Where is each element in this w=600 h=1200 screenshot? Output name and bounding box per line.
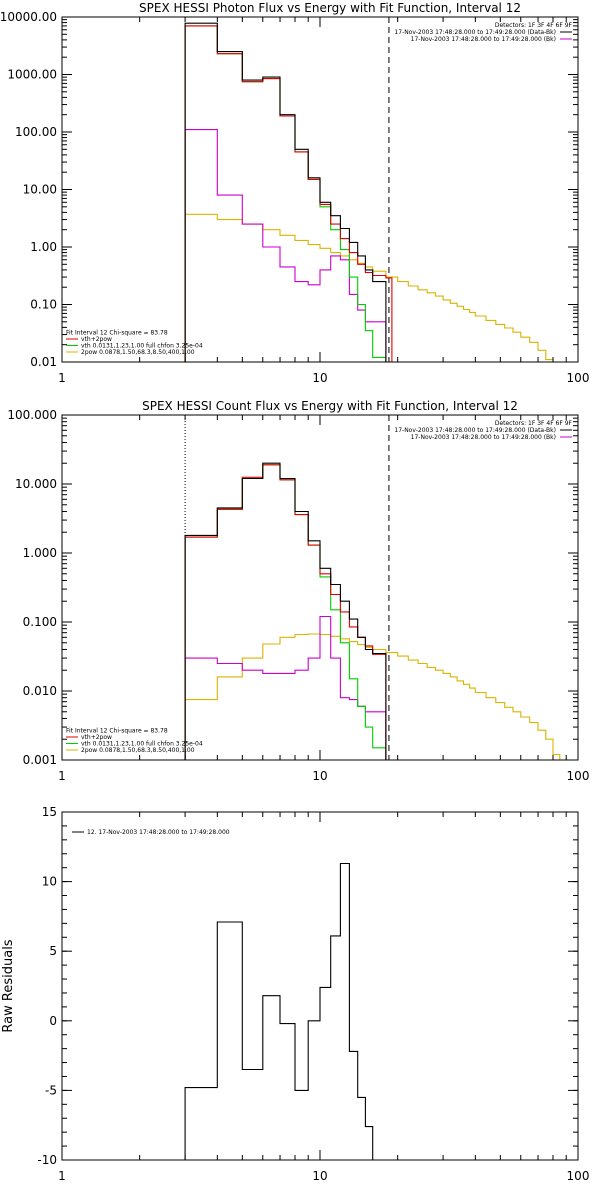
- photon-series-vth: [184, 25, 387, 362]
- residual-plot-area: [184, 862, 387, 1160]
- residual-y-tick-label: -10: [37, 1153, 57, 1167]
- residual-legend-entry: 12. 17-Nov-2003 17:48:28.000 to 17:49:28…: [87, 829, 230, 836]
- residual-x-tick-label: 1: [58, 1169, 66, 1183]
- count-fit-header: Fit Interval 12 Chi-square = 83.78: [66, 728, 168, 735]
- count-x-tick-label: 10: [312, 769, 327, 783]
- photon-series-2pow: [184, 213, 554, 362]
- count-y-tick-label: 0.010: [23, 684, 57, 698]
- photon-y-tick-label: 0.01: [30, 355, 57, 369]
- count-y-tick-label: 1.000: [23, 546, 57, 560]
- photon-interval-label: 17-Nov-2003 17:48:28.000 to 17:49:28.000…: [411, 36, 556, 43]
- count-series-vth_2pow: [184, 464, 387, 760]
- count-y-tick-label: 0.100: [23, 615, 57, 629]
- photon-x-tick-label: 100: [567, 371, 590, 385]
- photon-series-data: [184, 22, 387, 362]
- photon-series-vth_2pow: [184, 25, 393, 362]
- count-legend-entry: 2pow 0.0878,1.50,68.3,8.50,400,1.00: [81, 747, 195, 754]
- residual-x-tick-label: 100: [567, 1169, 590, 1183]
- photon-y-tick-label: 1000.00: [7, 68, 57, 82]
- photon-x-tick-label: 1: [58, 371, 66, 385]
- photon-y-tick-label: 10.00: [23, 183, 57, 197]
- count-plot-area: [184, 462, 567, 760]
- count-legend-entry: vth 0.0131,1.23,1.00 full chfon 3.25e-04: [81, 741, 203, 748]
- count-legend-entry: vth+2pow: [81, 734, 112, 741]
- residual-axes-frame: [61, 811, 579, 1161]
- photon-x-tick-label: 10: [312, 371, 327, 385]
- residual-y-axis-label: Raw Residuals: [1, 939, 16, 1032]
- photon-plot-area: [184, 22, 554, 362]
- count-chart: SPEX HESSI Count Flux vs Energy with Fit…: [7, 399, 589, 783]
- count-y-tick-label: 0.001: [23, 753, 57, 767]
- photon-chart: SPEX HESSI Photon Flux vs Energy with Fi…: [0, 1, 589, 385]
- residual-series-residual: [184, 862, 387, 1160]
- photon-y-tick-label: 10000.00: [0, 10, 57, 24]
- count-x-tick-label: 100: [567, 769, 590, 783]
- photon-y-tick-label: 100.00: [15, 125, 57, 139]
- count-chart-title: SPEX HESSI Count Flux vs Energy with Fit…: [142, 399, 518, 413]
- count-y-tick-label: 100.000: [7, 408, 57, 422]
- photon-series-background: [184, 129, 387, 362]
- photon-interval-label: 17-Nov-2003 17:48:28.000 to 17:49:28.000…: [394, 29, 556, 36]
- residual-y-tick-label: 10: [42, 875, 57, 889]
- photon-y-tick-label: 1.00: [30, 240, 57, 254]
- photon-detectors-label: Detectors: 1F 3F 4F 6F 9F: [495, 22, 573, 29]
- photon-chart-title: SPEX HESSI Photon Flux vs Energy with Fi…: [139, 1, 521, 15]
- photon-legend-entry: vth 0.0131,1.23,1.00 full chfon 3.25e-04: [81, 343, 203, 350]
- count-interval-label: 17-Nov-2003 17:48:28.000 to 17:49:28.000…: [394, 427, 556, 434]
- count-series-background: [184, 615, 387, 760]
- count-series-vth: [184, 464, 387, 760]
- count-series-2pow: [184, 633, 567, 760]
- photon-fit-header: Fit Interval 12 Chi-square = 83.78: [66, 330, 168, 337]
- photon-y-tick-label: 0.10: [30, 298, 57, 312]
- count-interval-label: 17-Nov-2003 17:48:28.000 to 17:49:28.000…: [411, 434, 556, 441]
- count-x-tick-label: 1: [58, 769, 66, 783]
- count-series-data: [184, 462, 387, 760]
- residual-x-tick-label: 10: [312, 1169, 327, 1183]
- residual-chart: Raw Residuals 1 10 100 -10 -5 0 5 10 15 12. 17-Nov…: [1, 805, 589, 1183]
- count-axes-frame: [61, 414, 579, 761]
- count-detectors-label: Detectors: 1F 3F 4F 6F 9F: [495, 420, 573, 427]
- residual-y-tick-label: -5: [45, 1083, 57, 1097]
- count-y-tick-label: 10.000: [15, 477, 57, 491]
- residual-y-tick-label: 0: [49, 1014, 57, 1028]
- photon-legend-entry: vth+2pow: [81, 336, 112, 343]
- residual-y-tick-label: 5: [49, 944, 57, 958]
- photon-legend-entry: 2pow 0.0878,1.50,68.3,8.50,400,1.00: [81, 349, 195, 356]
- residual-y-tick-label: 15: [42, 805, 57, 819]
